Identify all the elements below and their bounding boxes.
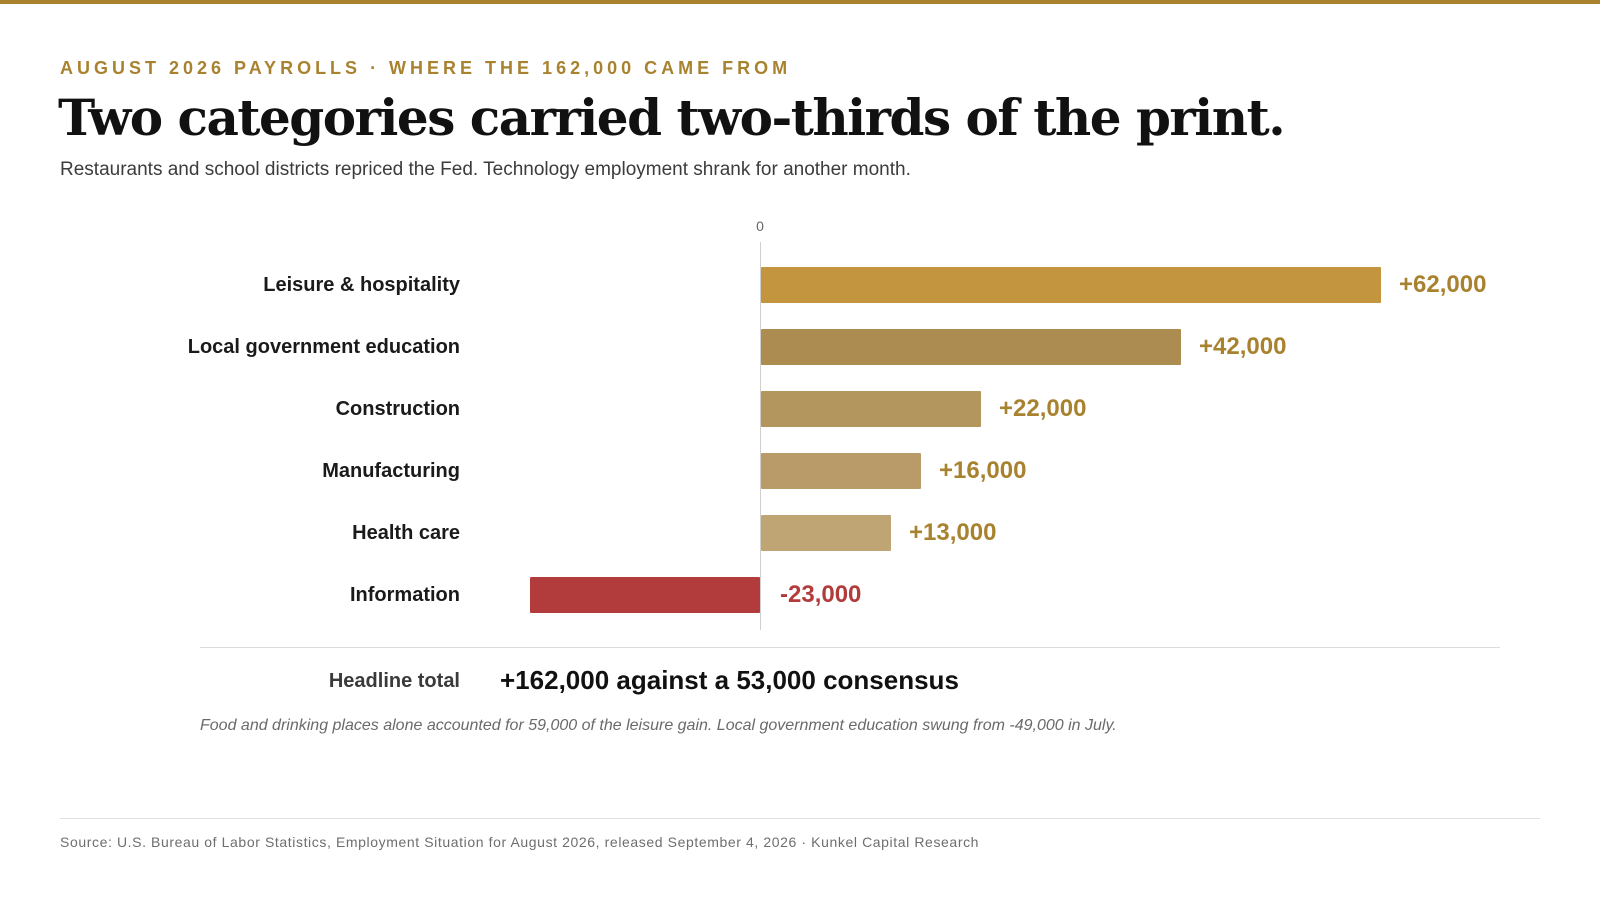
bar [761,453,921,489]
value-label: +22,000 [999,395,1087,422]
headline-total-label: Headline total [328,670,460,692]
bar-row: Information -23,000 [0,577,1600,613]
bar [761,391,981,427]
zero-tick-label: 0 [756,218,764,234]
footer-divider [60,818,1540,819]
bar [761,267,1381,303]
category-label: Construction [335,398,460,420]
category-label: Manufacturing [322,460,460,482]
bar-row: Leisure & hospitality +62,000 [0,267,1600,303]
source-line: Source: U.S. Bureau of Labor Statistics,… [60,834,980,850]
bar-row: Construction +22,000 [0,391,1600,427]
top-accent-rule [0,0,1600,4]
chart-title: Two categories carried two-thirds of the… [58,88,1286,147]
bar [530,577,760,613]
bar [761,329,1181,365]
summary-divider [200,647,1500,648]
headline-total-value: +162,000 against a 53,000 consensus [500,665,959,695]
bar-row: Local government education +42,000 [0,329,1600,365]
value-label: -23,000 [780,581,862,608]
category-label: Health care [352,522,460,544]
category-label: Information [350,584,460,606]
bar-row: Health care +13,000 [0,515,1600,551]
value-label: +42,000 [1199,333,1287,360]
value-label: +13,000 [909,519,997,546]
zero-axis-line [760,242,761,630]
bar [761,515,891,551]
chart-footnote: Food and drinking places alone accounted… [200,717,1117,734]
eyebrow-kicker: AUGUST 2026 PAYROLLS · WHERE THE 162,000… [60,58,792,78]
value-label: +16,000 [939,457,1027,484]
category-label: Leisure & hospitality [263,274,460,296]
category-label: Local government education [187,336,460,358]
bar-row: Manufacturing +16,000 [0,453,1600,489]
value-label: +62,000 [1399,271,1487,298]
chart-subtitle: Restaurants and school districts reprice… [60,159,911,180]
